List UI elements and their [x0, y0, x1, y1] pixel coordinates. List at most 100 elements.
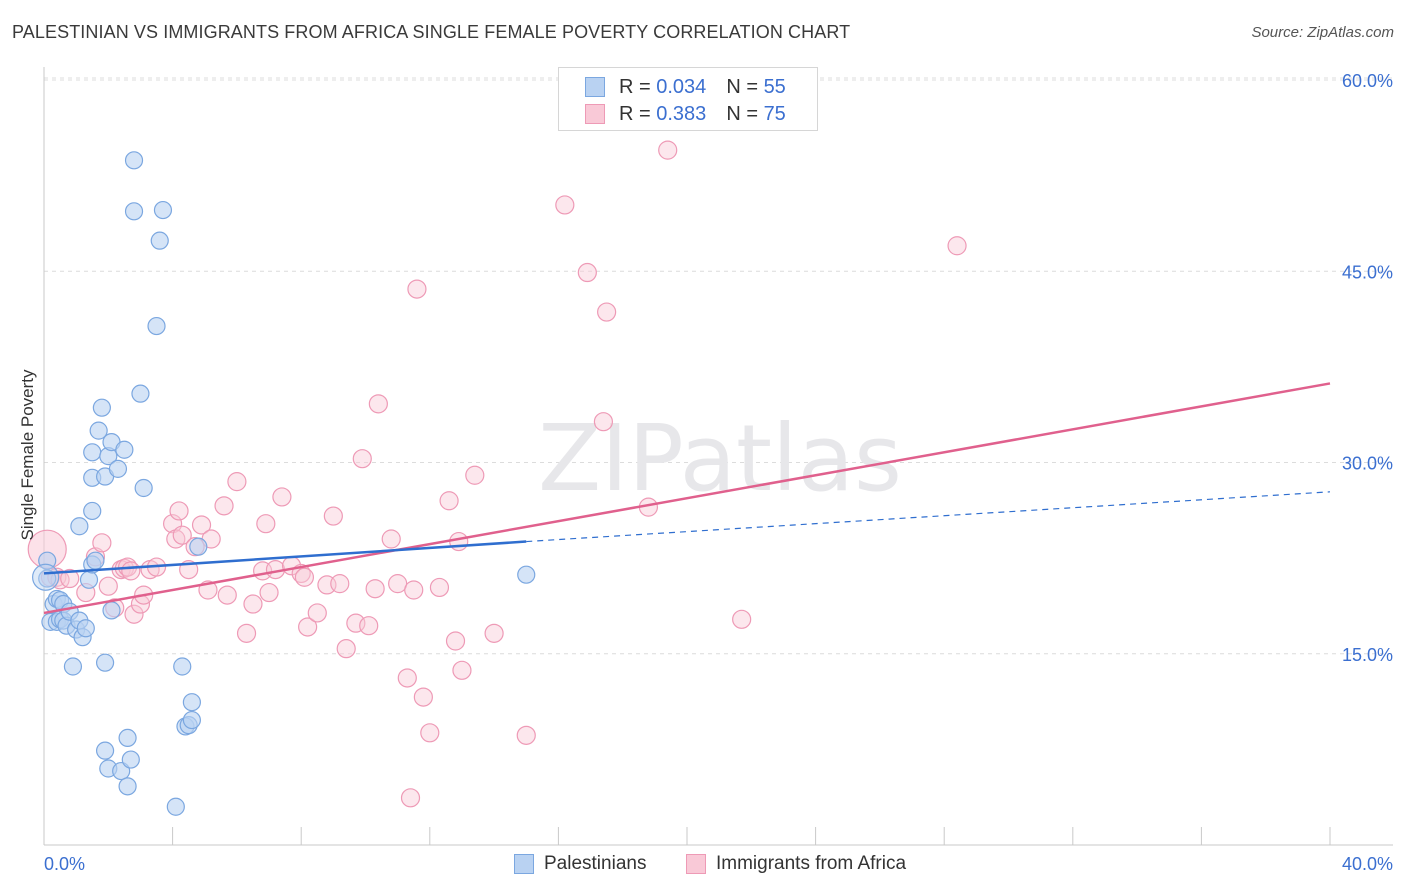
legend-n-label: N =: [726, 102, 764, 125]
point-immigrants-from-africa: [400, 788, 421, 808]
point-palestinians: [79, 570, 99, 589]
point-immigrants-from-africa: [214, 496, 234, 516]
point-immigrants-from-africa: [449, 531, 469, 552]
legend-n-value: 55: [763, 75, 786, 98]
point-palestinians: [108, 459, 128, 478]
point-immigrants-from-africa: [191, 515, 212, 535]
point-immigrants-from-africa: [98, 576, 118, 596]
point-palestinians: [102, 601, 121, 620]
point-palestinians: [124, 202, 144, 221]
point-palestinians: [95, 741, 115, 760]
legend-r-value: 0.034: [656, 75, 707, 98]
point-immigrants-from-africa: [169, 501, 189, 521]
point-immigrants-from-africa: [555, 195, 575, 215]
point-immigrants-from-africa: [439, 491, 459, 511]
trend-line-palestinians: [43, 540, 527, 575]
point-immigrants-from-africa: [407, 279, 427, 299]
y-tick-labels: 15.0% 30.0% 45.0% 60.0%: [1342, 71, 1393, 665]
point-palestinians: [150, 231, 169, 250]
series-palestinians: [32, 151, 536, 816]
legend-r-value: 0.383: [656, 102, 707, 125]
point-immigrants-from-africa: [381, 529, 401, 549]
watermark: ZIPatlas: [538, 405, 902, 512]
point-immigrants-from-africa: [413, 687, 433, 707]
point-immigrants-from-africa: [420, 723, 440, 743]
bottom-legend-label: Palestinians: [544, 853, 647, 874]
point-immigrants-from-africa: [452, 660, 472, 680]
point-immigrants-from-africa: [92, 533, 112, 553]
point-immigrants-from-africa: [227, 472, 247, 492]
point-palestinians: [83, 443, 102, 462]
point-immigrants-from-africa: [404, 580, 424, 600]
y-tick-label: 60.0%: [1342, 71, 1393, 91]
point-palestinians: [121, 750, 140, 769]
point-palestinians: [63, 657, 83, 676]
point-palestinians: [153, 200, 173, 220]
point-immigrants-from-africa: [359, 616, 379, 636]
point-palestinians: [83, 501, 102, 521]
point-immigrants-from-africa: [397, 668, 417, 688]
bottom-legend-immigrants: Immigrants from Africa: [686, 852, 906, 876]
legend-row-immigrants: R = 0.383 N = 75: [585, 102, 786, 126]
point-immigrants-from-africa: [465, 465, 485, 485]
bottom-legend-label: Immigrants from Africa: [716, 853, 907, 874]
x-tick-label-max: 40.0%: [1342, 854, 1393, 874]
trend-line-palestinians-extension: [526, 491, 1331, 543]
point-palestinians: [517, 565, 536, 584]
point-immigrants-from-africa: [121, 561, 141, 581]
legend-swatch-pink: [585, 104, 605, 124]
y-tick-label: 45.0%: [1342, 262, 1393, 282]
legend-swatch-blue: [585, 77, 605, 97]
trend-lines: [43, 382, 1331, 615]
point-immigrants-from-africa: [259, 582, 279, 603]
point-immigrants-from-africa: [445, 631, 466, 651]
point-immigrants-from-africa: [365, 579, 385, 599]
point-palestinians: [89, 421, 108, 440]
point-palestinians: [182, 693, 201, 712]
point-palestinians: [92, 398, 111, 417]
point-immigrants-from-africa: [593, 412, 614, 432]
legend-r-label: R =: [619, 102, 657, 125]
gridlines: [44, 77, 1393, 655]
point-immigrants-from-africa: [429, 577, 450, 598]
point-palestinians: [115, 440, 134, 459]
point-palestinians: [118, 728, 137, 748]
point-immigrants-from-africa: [336, 639, 356, 659]
bottom-legend-palestinians: Palestinians: [514, 852, 646, 876]
point-immigrants-from-africa: [732, 609, 752, 629]
point-immigrants-from-africa: [388, 574, 408, 594]
point-immigrants-from-africa: [294, 567, 315, 587]
point-palestinians: [147, 316, 166, 336]
y-tick-label: 15.0%: [1342, 645, 1393, 665]
point-immigrants-from-africa: [172, 525, 192, 545]
point-immigrants-from-africa: [272, 487, 292, 507]
point-palestinians: [38, 569, 57, 588]
legend-n-label: N =: [726, 75, 764, 98]
point-immigrants-from-africa: [368, 394, 388, 414]
point-immigrants-from-africa: [243, 594, 263, 614]
point-immigrants-from-africa: [298, 617, 318, 637]
y-axis-label: Single Female Poverty: [18, 369, 37, 541]
x-tick-label-min: 0.0%: [44, 854, 85, 874]
point-immigrants-from-africa: [256, 514, 276, 534]
trend-line-immigrants: [43, 382, 1331, 615]
point-immigrants-from-africa: [217, 585, 237, 605]
legend-r-label: R =: [619, 75, 657, 98]
point-palestinians: [134, 478, 153, 498]
bottom-swatch-pink: [686, 854, 706, 874]
point-palestinians: [95, 653, 115, 672]
point-immigrants-from-africa: [236, 623, 257, 643]
point-palestinians: [173, 657, 192, 676]
point-immigrants-from-africa: [577, 262, 597, 283]
bottom-swatch-blue: [514, 854, 534, 874]
point-immigrants-from-africa: [60, 568, 80, 589]
point-immigrants-from-africa: [658, 140, 678, 160]
point-palestinians: [131, 384, 150, 403]
point-palestinians: [70, 517, 89, 536]
y-tick-label: 30.0%: [1342, 454, 1393, 474]
point-palestinians: [166, 797, 185, 816]
point-immigrants-from-africa: [947, 236, 967, 256]
axes: [43, 67, 1393, 846]
point-palestinians: [32, 563, 60, 591]
